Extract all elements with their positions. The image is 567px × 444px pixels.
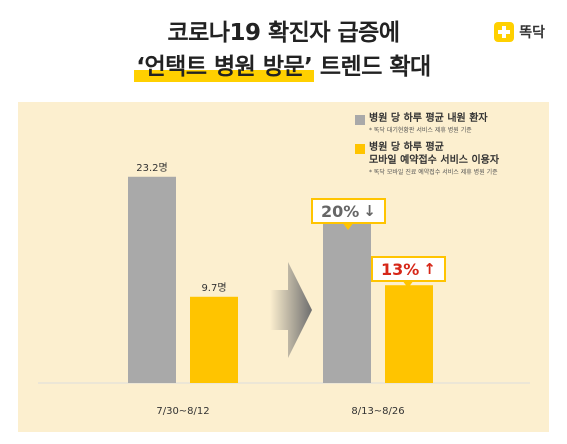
increase-percent: 13%: [381, 259, 420, 279]
bar-value-label: 23.2명: [136, 162, 167, 174]
category-label: 7/30~8/12: [156, 406, 209, 417]
arrow-down-icon: ↓: [363, 202, 376, 220]
legend-swatch-grey: [355, 115, 365, 125]
legend: 병원 당 하루 평균 내원 환자 * 똑닥 대기현황판 서비스 제휴 병원 기준…: [355, 112, 555, 183]
bar-visits-0: [128, 176, 176, 383]
title-block: 코로나19 확진자 급증에 ‘언택트 병원 방문’ 트렌드 확대: [0, 16, 567, 84]
title-line-2: ‘언택트 병원 방문’ 트렌드 확대: [134, 50, 431, 84]
legend-item-mobile: 병원 당 하루 평균 모바일 예약접수 서비스 이용자 * 똑닥 모바일 진료 …: [355, 141, 555, 177]
bar-mobile-0: [190, 296, 238, 383]
legend-item-visits: 병원 당 하루 평균 내원 환자 * 똑닥 대기현황판 서비스 제휴 병원 기준: [355, 112, 555, 135]
bar-value-label: 9.7명: [201, 282, 226, 294]
bar-visits-1: [323, 217, 371, 383]
title-rest: 트렌드 확대: [312, 54, 431, 80]
legend-label: 병원 당 하루 평균 내원 환자: [369, 113, 488, 124]
logo-text: 똑닥: [519, 25, 545, 41]
legend-note: * 똑닥 대기현황판 서비스 제휴 병원 기준: [369, 127, 472, 134]
decrease-callout: 20% ↓: [311, 198, 386, 230]
title-line-1: 코로나19 확진자 급증에: [167, 20, 400, 46]
legend-label: 병원 당 하루 평균 모바일 예약접수 서비스 이용자: [369, 142, 500, 166]
legend-swatch-yellow: [355, 144, 365, 154]
arrow-up-icon: ↑: [423, 260, 436, 278]
title-highlight: ‘언택트 병원 방문’: [134, 50, 315, 84]
chart-panel: [18, 102, 549, 432]
decrease-percent: 20%: [321, 201, 360, 221]
legend-note: * 똑닥 모바일 진료 예약접수 서비스 제휴 병원 기준: [369, 169, 498, 176]
bar-mobile-1: [385, 285, 433, 383]
brand-logo: 똑닥: [494, 22, 545, 42]
plus-cross-icon: [494, 22, 515, 42]
category-label: 8/13~8/26: [351, 406, 404, 417]
transition-arrow-icon: [270, 262, 312, 358]
increase-callout: 13% ↑: [371, 256, 446, 288]
